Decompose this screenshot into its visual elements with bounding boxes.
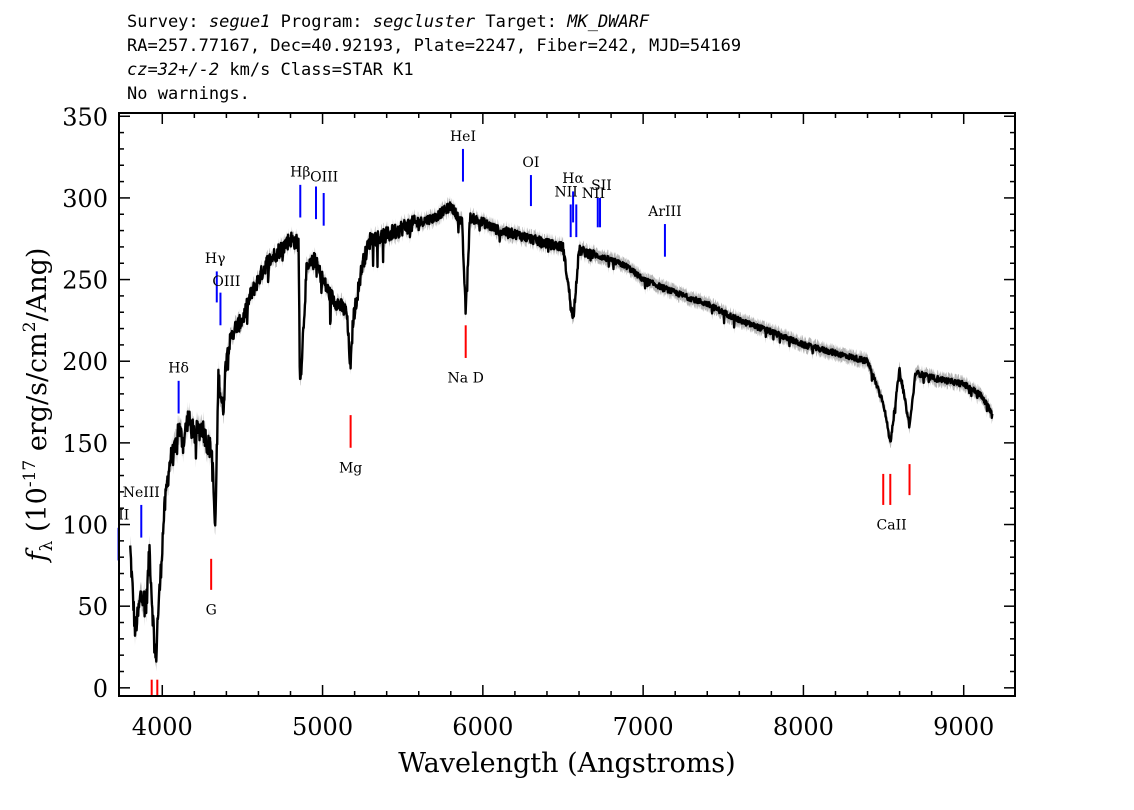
error-band xyxy=(130,196,993,672)
line-label: Mg xyxy=(339,460,362,476)
x-axis-title: Wavelength (Angstroms) xyxy=(398,748,735,779)
y-tick-label: 0 xyxy=(93,675,108,703)
line-label: HeI xyxy=(450,129,476,145)
line-label: II xyxy=(118,508,129,524)
header-line-3: cz=32+/-2 km/s Class=STAR K1 xyxy=(127,58,1007,82)
target-label: Target: xyxy=(485,12,557,32)
redshift-value: cz=32+/-2 xyxy=(127,60,220,80)
x-tick-label: 8000 xyxy=(773,713,834,741)
spectrum-header: Survey: segue1 Program: segcluster Targe… xyxy=(127,10,1007,106)
y-tick-label: 300 xyxy=(62,185,108,213)
line-label: CaII xyxy=(877,517,907,533)
spectral-lines-layer: Hβ OIIIHeIOINIIHαNIISIIArIIIHγOIIIHδNeIII… xyxy=(117,129,911,696)
line-label: SII xyxy=(591,178,612,194)
y-axis-title: fλ (10-17 erg/s/cm2/Ang) xyxy=(20,248,57,564)
y-tick-label: 250 xyxy=(62,267,108,295)
line-label: Hδ xyxy=(168,361,189,377)
header-line-1: Survey: segue1 Program: segcluster Targe… xyxy=(127,10,1007,34)
program-value: segcluster xyxy=(372,12,476,32)
header-line-4: No warnings. xyxy=(127,84,250,104)
line-label: NII xyxy=(555,184,578,200)
line-label: NeIII xyxy=(123,485,160,501)
line-label: Hβ xyxy=(290,165,310,181)
line-label: OIII xyxy=(310,170,338,186)
spectrum-layer xyxy=(129,201,994,663)
line-label: G xyxy=(206,602,217,618)
line-label: NII xyxy=(582,186,605,202)
plot-frame xyxy=(118,112,1016,697)
x-tick-label: 4000 xyxy=(132,713,193,741)
line-label: Na D xyxy=(448,370,484,386)
program-label: Program: xyxy=(280,12,363,32)
x-tick-label: 5000 xyxy=(292,713,353,741)
axes-layer: 4000 5000 6000 7000 8000 9000 0 50 100 150 200 250 3… xyxy=(62,103,1016,741)
class-value: km/s Class=STAR K1 xyxy=(229,60,414,80)
line-label: ArIII xyxy=(647,204,681,220)
y-tick-label: 100 xyxy=(62,512,108,540)
header-line-2: RA=257.77167, Dec=40.92193, Plate=2247, … xyxy=(127,36,742,56)
x-tick-label: 6000 xyxy=(452,713,513,741)
survey-label: Survey: xyxy=(127,12,199,32)
target-value: MK_DWARF xyxy=(567,12,650,32)
line-label: Hα xyxy=(562,171,584,187)
spectrum-line xyxy=(129,201,994,663)
error-band-layer xyxy=(130,196,993,672)
x-tick-label: 7000 xyxy=(613,713,674,741)
y-tick-label: 150 xyxy=(62,430,108,458)
line-label: OI xyxy=(522,155,539,171)
x-tick-label: 9000 xyxy=(933,713,994,741)
y-tick-label: 200 xyxy=(62,348,108,376)
survey-value: segue1 xyxy=(208,12,271,32)
line-label: Hγ xyxy=(205,251,226,267)
y-tick-label: 350 xyxy=(62,103,108,131)
y-tick-label: 50 xyxy=(77,593,108,621)
line-label: OIII xyxy=(212,274,240,290)
